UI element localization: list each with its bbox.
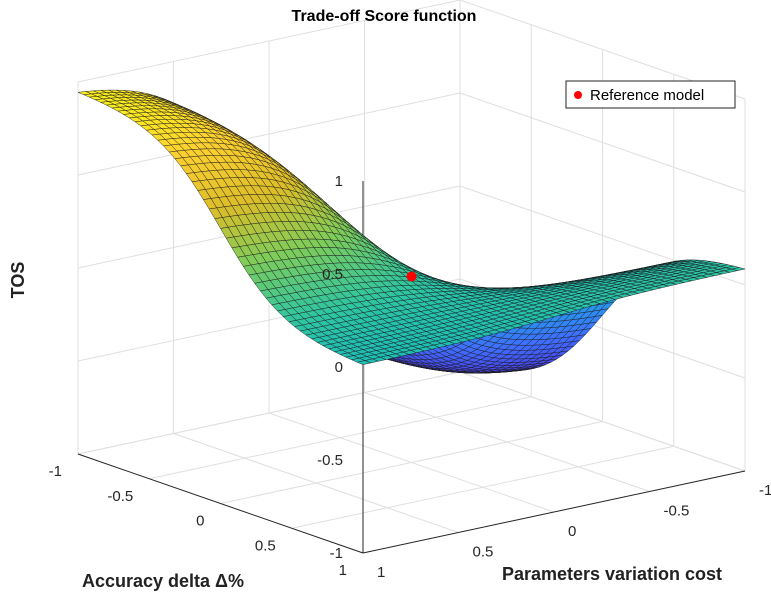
z-tick-label: 0 xyxy=(335,359,343,376)
z-axis-label: TOS xyxy=(8,262,28,299)
legend: Reference model xyxy=(565,80,736,109)
y-axis-line xyxy=(362,470,746,554)
x-axis-line xyxy=(77,453,364,554)
x-tick-label: -0.5 xyxy=(107,488,133,505)
x-tick-label: 0 xyxy=(196,513,204,530)
y-tick-label: 0.5 xyxy=(473,544,494,561)
floor-gridline xyxy=(173,433,459,533)
floor-gridline xyxy=(291,445,674,529)
x-tick-label: -1 xyxy=(49,463,62,480)
x-axis-label: Accuracy delta Δ% xyxy=(82,571,244,591)
legend-label: Reference model xyxy=(590,87,704,104)
tick-labels: 10.50-0.5-110.50-0.5-110.50-0.5-1 xyxy=(49,173,771,581)
legend-marker xyxy=(574,91,582,99)
y-tick-label: -1 xyxy=(759,482,771,499)
chart-title: Trade-off Score function xyxy=(292,8,477,25)
surface-patch xyxy=(356,360,372,365)
y-tick-label: -0.5 xyxy=(664,503,690,520)
z-tick-label: -1 xyxy=(330,545,343,562)
z-tick-label: 0.5 xyxy=(322,266,343,283)
floor-gridline xyxy=(268,412,555,513)
z-tick-label: 1 xyxy=(335,173,343,190)
tos-surface xyxy=(77,89,746,374)
y-tick-label: 0 xyxy=(568,523,576,540)
y-tick-label: 1 xyxy=(377,564,385,581)
reference-model-point xyxy=(406,271,417,282)
legend-box xyxy=(565,80,736,109)
x-tick-label: 0.5 xyxy=(255,537,276,554)
y-axis-label: Parameters variation cost xyxy=(502,564,722,584)
x-tick-label: 1 xyxy=(339,562,347,579)
z-tick-label: -0.5 xyxy=(317,452,343,469)
